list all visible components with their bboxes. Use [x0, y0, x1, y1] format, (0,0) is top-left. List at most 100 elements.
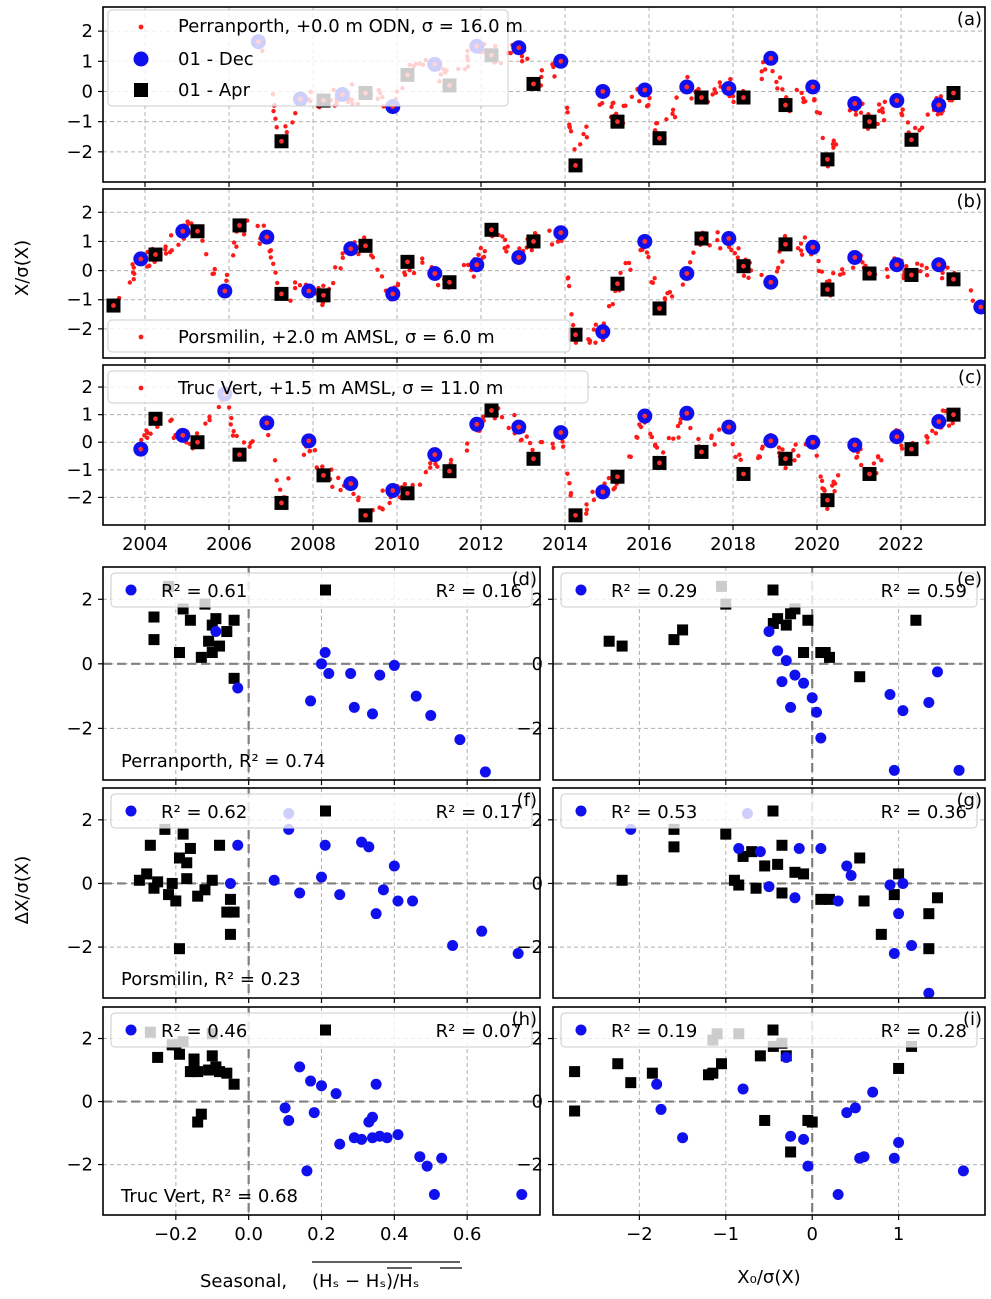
dec-point-center [558, 430, 564, 435]
black-square-point [152, 1051, 164, 1063]
red-observation-dot [163, 251, 169, 256]
red-observation-dot [204, 251, 209, 257]
red-observation-dot [629, 94, 635, 100]
red-observation-dot [688, 425, 693, 431]
blue-circle-point [815, 732, 827, 744]
red-observation-dot [924, 272, 930, 278]
blue-circle-point [763, 881, 775, 893]
dec-point-center [516, 255, 522, 260]
black-square-point [224, 928, 236, 940]
red-observation-dot [680, 282, 686, 287]
blue-circle-point [897, 705, 909, 717]
red-observation-dot [799, 90, 804, 96]
red-observation-dot [820, 135, 825, 141]
red-observation-dot [899, 111, 904, 116]
red-observation-dot [428, 460, 433, 466]
x-tick-label: 0.6 [453, 1224, 482, 1245]
red-observation-dot [292, 285, 298, 291]
blue-circle-point [388, 659, 400, 671]
legend-blue-marker [575, 1024, 587, 1036]
red-observation-dot [712, 442, 717, 447]
panel-annotation: Perranporth, R² = 0.74 [121, 751, 325, 772]
red-observation-dot [229, 415, 234, 421]
apr-point-center [783, 102, 788, 108]
apr-point-center [699, 95, 704, 100]
red-observation-dot [530, 447, 535, 453]
panel-label: (b) [957, 191, 982, 212]
blue-circle-point [428, 1189, 440, 1201]
blue-circle-point [516, 1189, 528, 1201]
legend-box [107, 370, 589, 404]
apr-point-center [237, 452, 242, 458]
x-tick-label: 0 [806, 1224, 817, 1245]
red-observation-dot [731, 99, 736, 105]
blue-circle-point [232, 682, 244, 694]
red-observation-dot [307, 448, 313, 454]
red-observation-dot [646, 102, 651, 108]
red-observation-dot [261, 223, 267, 228]
red-observation-dot [733, 454, 738, 460]
dec-point-center [558, 230, 564, 236]
y-tick-label: 2 [532, 810, 543, 831]
red-observation-dot [551, 445, 556, 451]
black-square-point [776, 887, 788, 899]
red-observation-dot [203, 421, 208, 426]
red-observation-dot [970, 298, 976, 303]
black-square-point [221, 626, 233, 638]
apr-point-center [153, 252, 158, 257]
y-tick-label: −1 [66, 290, 93, 311]
red-observation-dot [924, 265, 929, 271]
plot-area [616, 807, 943, 998]
y-tick-label: 2 [82, 202, 93, 223]
blue-circle-point [363, 841, 375, 853]
red-observation-dot [340, 251, 345, 256]
red-observation-dot [924, 433, 929, 439]
red-observation-dot [707, 243, 712, 248]
dec-point-center [264, 420, 270, 426]
legend-red-marker [138, 385, 144, 391]
red-observation-dot [854, 455, 859, 460]
apr-point-center [909, 272, 914, 278]
panel-frame [102, 364, 986, 526]
dec-point-center [642, 87, 648, 93]
apr-point-center [867, 471, 872, 477]
apr-point-center [279, 500, 284, 506]
x-tick-label: 0.2 [307, 1224, 336, 1245]
blue-circle-point [301, 1165, 313, 1177]
red-observation-dot [831, 270, 836, 276]
apr-point-center [405, 259, 410, 265]
blue-circle-point [737, 1083, 749, 1095]
black-square-point [214, 640, 226, 652]
red-observation-dot [814, 453, 819, 458]
black-square-point [192, 1066, 204, 1078]
plot-area [144, 1026, 528, 1201]
red-observation-dot [762, 67, 768, 72]
red-observation-dot [584, 507, 590, 512]
blue-circle-point [323, 668, 335, 679]
red-observation-dot [332, 265, 338, 270]
black-square-point [228, 672, 240, 684]
y-tick-label: 2 [82, 377, 93, 398]
red-observation-dot [816, 268, 822, 274]
red-observation-dot [525, 56, 530, 61]
black-square-point [569, 1105, 581, 1117]
red-observation-dot [741, 273, 747, 278]
red-observation-dot [144, 428, 149, 433]
panel-i: R² = 0.19 R² = 0.28(i) −2 0 2 −2 −1 0 1 [516, 1006, 986, 1245]
red-observation-dot [568, 129, 574, 134]
red-observation-dot [461, 262, 467, 268]
red-observation-dot [395, 281, 401, 287]
red-observation-dot [717, 80, 722, 85]
black-square-point [192, 890, 204, 902]
panel-label: (c) [958, 367, 982, 388]
red-observation-dot [476, 252, 481, 257]
red-observation-dot [420, 260, 425, 265]
red-observation-dot [593, 322, 599, 327]
black-square-point [181, 857, 193, 869]
panel-d: R² = 0.61 R² = 0.16 Perranporth, R² = 0.74… [66, 566, 541, 785]
legend-box [107, 9, 509, 107]
black-square-point [148, 882, 160, 894]
red-observation-dot [833, 142, 839, 147]
red-observation-dot [696, 86, 701, 92]
red-observation-dot [776, 265, 781, 270]
